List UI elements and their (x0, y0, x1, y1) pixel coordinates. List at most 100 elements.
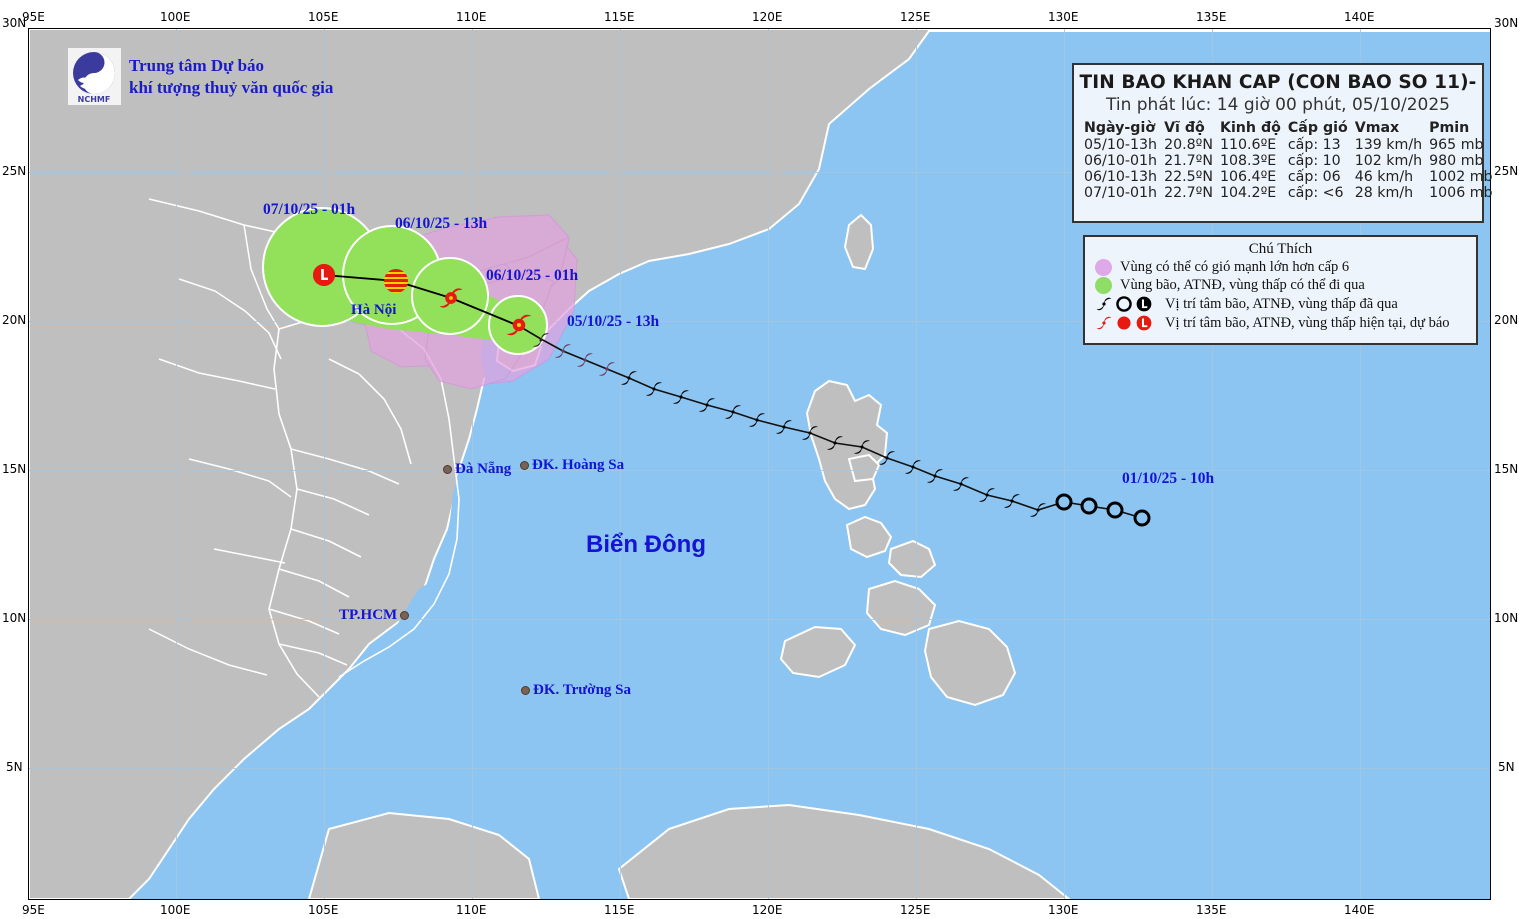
forecast-label: 01/10/25 - 10h (1122, 470, 1215, 487)
bulletin-info-panel: TIN BAO KHAN CAP (CON BAO SO 11)- Tin ph… (1072, 63, 1493, 223)
table-row: 05/10-13h 20.8ºN 110.6ºE cấp: 13 139 km/… (1084, 137, 1500, 153)
past-position-icons (1095, 295, 1157, 313)
col-header-lon: Kinh độ (1219, 120, 1281, 136)
col-header-vmax: Vmax (1354, 120, 1400, 136)
cell-datetime: 06/10-13h (1084, 169, 1158, 185)
axis-label-lon-bottom: 115E (604, 903, 635, 917)
track-symbol-storm-past (799, 422, 821, 444)
track-symbol-storm-past (643, 378, 665, 400)
axis-label-lat-right: 15N (1494, 462, 1519, 476)
axis-label-lat-right: 10N (1494, 611, 1519, 625)
city-dot-icon (521, 686, 530, 695)
col-header-lat: Vĩ độ (1164, 120, 1205, 136)
forecast-label: 06/10/25 - 13h (395, 215, 488, 232)
logo-line-1: Trung tâm Dự báo (129, 56, 265, 76)
axis-label-lon-top: 125E (900, 10, 931, 24)
legend-label: Vùng bão, ATNĐ, vùng thấp có thể đi qua (1120, 277, 1365, 293)
cell-lat: 22.7ºN (1164, 185, 1213, 201)
track-symbol-storm-past (976, 484, 998, 506)
track-symbol-storm-past (924, 465, 946, 487)
cell-pmin: 1006 mb (1429, 185, 1493, 201)
cell-vmax: 28 km/h (1354, 185, 1414, 201)
track-symbol-storm-past (1001, 490, 1023, 512)
track-symbol-storm-recent (596, 358, 618, 380)
current-position-icons (1095, 314, 1157, 332)
forecast-label: 07/10/25 - 01h (263, 201, 356, 218)
tropical-depression-symbol (384, 269, 408, 293)
gridline-lon (324, 29, 325, 899)
col-header-pmin: Pmin (1429, 120, 1470, 136)
track-symbol-storm-recent (530, 329, 552, 351)
storm-symbol-forecast (437, 284, 465, 312)
legend-item-track-area: Vùng bão, ATNĐ, vùng thấp có thể đi qua (1095, 277, 1476, 294)
forecast-label: 05/10/25 - 13h (567, 313, 660, 330)
axis-label-lon-bottom: 110E (456, 903, 487, 917)
axis-label-lon-bottom: 135E (1196, 903, 1227, 917)
table-row: 07/10-01h 22.7ºN 104.2ºE cấp: <6 28 km/h… (1084, 185, 1500, 201)
table-header-row: Ngày-giờ Vĩ độ Kinh độ Cấp gió Vmax Pmin (1084, 119, 1500, 137)
table-row: 06/10-13h 22.5ºN 106.4ºE cấp: 06 46 km/h… (1084, 169, 1500, 185)
axis-label-lon-top: 105E (308, 10, 339, 24)
axis-label-lon-top: 140E (1344, 10, 1375, 24)
cell-pmin: 980 mb (1429, 153, 1484, 169)
purple-swatch-icon (1095, 259, 1112, 276)
city-label: ĐK. Trường Sa (533, 682, 632, 698)
nchmf-logo: NCHMF Trung tâm Dự báo khí tượng thuỷ vă… (68, 48, 333, 105)
legend-item-past-positions: Vị trí tâm bão, ATNĐ, vùng thấp đã qua (1095, 295, 1476, 313)
gridline-lon (1212, 29, 1213, 899)
track-symbol-storm-past (618, 367, 640, 389)
track-symbol-storm-past (851, 436, 873, 458)
cell-vmax: 102 km/h (1354, 153, 1423, 169)
track-symbol-storm-recent (574, 349, 596, 371)
axis-label-lon-top: 135E (1196, 10, 1227, 24)
low-pressure-symbol (313, 264, 335, 286)
cell-lon: 110.6ºE (1219, 137, 1277, 153)
axis-label-lon-top: 95E (22, 10, 45, 24)
track-symbol-low (1080, 497, 1098, 515)
axis-label-lon-top: 100E (160, 10, 191, 24)
axis-label-lon-top: 120E (752, 10, 783, 24)
track-symbol-storm-past (824, 432, 846, 454)
city-dot-icon (400, 611, 410, 620)
typhoon-black-icon (1096, 297, 1112, 311)
forecast-label: 06/10/25 - 01h (486, 267, 579, 284)
axis-label-lat-left: 5N (6, 760, 23, 774)
legend-title: Chú Thích (1248, 241, 1313, 257)
legend-label: Vùng có thể có gió mạnh lớn hơn cấp 6 (1120, 259, 1350, 275)
city-marker-tphcm: TP.HCM (339, 607, 410, 624)
city-marker-truong-sa: ĐK. Trường Sa (521, 682, 631, 699)
cell-windlevel: cấp: 10 (1287, 153, 1341, 169)
axis-label-lon-bottom: 125E (900, 903, 931, 917)
storm-symbol-current (504, 310, 534, 340)
cell-vmax: 139 km/h (1354, 137, 1423, 153)
cell-lon: 106.4ºE (1219, 169, 1277, 185)
city-marker-hoang-sa: ĐK. Hoàng Sa (520, 457, 624, 474)
track-symbol-low (1106, 501, 1124, 519)
cell-windlevel: cấp: <6 (1287, 185, 1344, 201)
axis-label-lon-top: 130E (1048, 10, 1079, 24)
track-symbol-storm-past (1027, 499, 1049, 521)
logo-line-2: khí tượng thuỷ văn quốc gia (129, 77, 334, 97)
track-symbol-storm-past (773, 416, 795, 438)
col-header-windlevel: Cấp gió (1287, 120, 1348, 136)
city-label: Hà Nội (351, 302, 397, 318)
city-marker-da-nang: Đà Nẵng (443, 461, 511, 478)
gridline-lon (176, 29, 177, 899)
track-symbol-low (1133, 509, 1151, 527)
legend-label: Vị trí tâm bão, ATNĐ, vùng thấp đã qua (1165, 295, 1398, 312)
gridline-lon (1360, 29, 1361, 899)
open-circle-black-icon (1116, 296, 1132, 312)
cell-windlevel: cấp: 06 (1287, 169, 1341, 185)
axis-label-lon-bottom: 130E (1048, 903, 1079, 917)
cell-windlevel: cấp: 13 (1287, 137, 1341, 153)
cell-lat: 22.5ºN (1164, 169, 1213, 185)
col-header-datetime: Ngày-giờ (1084, 120, 1156, 136)
axis-label-lat-right: 20N (1494, 313, 1519, 327)
low-pressure-red-icon (1136, 315, 1152, 331)
green-swatch-icon (1095, 277, 1112, 294)
legend-item-current-forecast-positions: Vị trí tâm bão, ATNĐ, vùng thấp hiện tại… (1095, 314, 1476, 332)
city-marker-ha-noi: Hà Nội (351, 302, 396, 319)
track-symbol-storm-past (876, 447, 898, 469)
filled-circle-red-icon (1117, 316, 1131, 330)
